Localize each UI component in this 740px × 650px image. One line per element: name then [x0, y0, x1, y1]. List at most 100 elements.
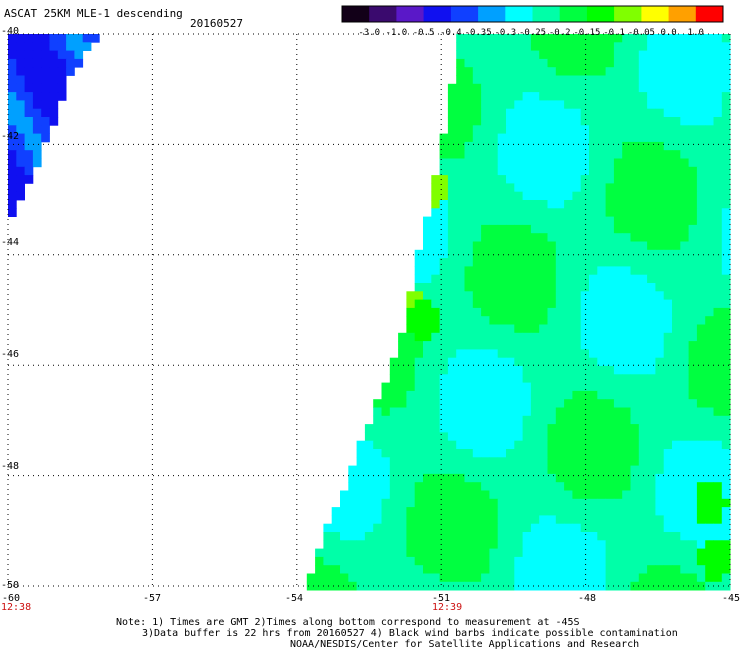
data-cell: [705, 548, 714, 558]
data-cell: [688, 133, 698, 143]
data-cell: [647, 532, 656, 541]
data-cell: [613, 532, 623, 541]
data-cell: [464, 407, 474, 417]
data-cell: [24, 133, 34, 143]
data-cell: [8, 158, 17, 168]
data-cell: [613, 183, 623, 193]
data-cell: [655, 133, 665, 143]
data-cell: [530, 440, 540, 450]
data-cell: [564, 515, 573, 525]
data-cell: [721, 540, 731, 549]
data-cell: [613, 208, 623, 217]
data-cell: [497, 316, 507, 325]
data-cell: [647, 258, 656, 267]
data-cell: [564, 108, 573, 118]
data-cell: [497, 75, 507, 85]
data-cell: [439, 565, 449, 574]
data-cell: [555, 332, 565, 342]
data-cell: [572, 175, 582, 184]
data-cell: [530, 449, 540, 458]
data-cell: [713, 565, 723, 574]
data-cell: [464, 291, 474, 300]
data-cell: [721, 316, 731, 325]
data-cell: [605, 424, 615, 433]
data-cell: [539, 382, 548, 392]
data-cell: [414, 324, 424, 334]
data-cell: [547, 75, 557, 85]
data-cell: [580, 573, 590, 583]
data-cell: [672, 565, 681, 574]
data-cell: [597, 92, 606, 101]
data-cell: [423, 556, 432, 566]
data-cell: [522, 117, 532, 126]
data-cell: [489, 75, 499, 85]
data-cell: [456, 258, 465, 267]
data-cell: [456, 465, 465, 475]
data-cell: [481, 183, 490, 193]
data-cell: [688, 307, 698, 317]
data-cell: [622, 432, 631, 442]
data-cell: [32, 108, 42, 118]
data-cell: [497, 150, 507, 159]
data-cell: [663, 233, 673, 242]
data-cell: [381, 573, 391, 583]
data-cell: [481, 548, 490, 558]
data-cell: [456, 216, 465, 226]
data-cell: [663, 274, 673, 284]
x-tick-label: -54: [285, 593, 304, 604]
data-cell: [456, 324, 465, 334]
data-cell: [638, 208, 648, 217]
data-cell: [622, 332, 631, 342]
data-cell: [456, 399, 465, 408]
data-cell: [580, 166, 590, 176]
data-cell: [439, 158, 449, 168]
data-cell: [597, 133, 606, 143]
data-cell: [672, 357, 681, 367]
data-cell: [555, 158, 565, 168]
data-cell: [705, 274, 714, 284]
data-cell: [481, 34, 490, 43]
data-cell: [630, 307, 640, 317]
data-cell: [547, 573, 557, 583]
data-cell: [705, 299, 714, 309]
data-cell: [539, 141, 548, 151]
data-cell: [688, 573, 698, 583]
data-cell: [630, 208, 640, 217]
data-cell: [439, 415, 449, 425]
data-cell: [481, 482, 490, 491]
data-cell: [721, 507, 731, 516]
data-cell: [580, 125, 590, 134]
data-cell: [348, 490, 357, 500]
data-cell: [439, 407, 449, 417]
data-cell: [514, 141, 523, 151]
data-cell: [713, 440, 723, 450]
data-cell: [564, 490, 573, 500]
data-cell: [638, 349, 648, 359]
data-cell: [688, 498, 698, 508]
data-cell: [688, 249, 698, 259]
data-cell: [647, 241, 656, 251]
data-cell: [456, 133, 465, 143]
data-cell: [663, 399, 673, 408]
data-cell: [647, 150, 656, 159]
data-cell: [713, 556, 723, 566]
data-cell: [655, 532, 665, 541]
data-cell: [522, 382, 532, 392]
data-cell: [688, 457, 698, 466]
data-cell: [638, 449, 648, 458]
data-cell: [721, 357, 731, 367]
data-cell: [613, 390, 623, 400]
data-cell: [348, 556, 357, 566]
data-cell: [431, 507, 440, 516]
data-cell: [497, 490, 507, 500]
data-cell: [431, 266, 440, 276]
data-cell: [564, 183, 573, 193]
data-cell: [655, 498, 665, 508]
data-cell: [622, 249, 631, 259]
data-cell: [464, 473, 474, 483]
data-cell: [431, 399, 440, 408]
data-cell: [547, 532, 557, 541]
data-cell: [331, 523, 341, 533]
data-cell: [539, 158, 548, 168]
data-cell: [605, 274, 615, 284]
